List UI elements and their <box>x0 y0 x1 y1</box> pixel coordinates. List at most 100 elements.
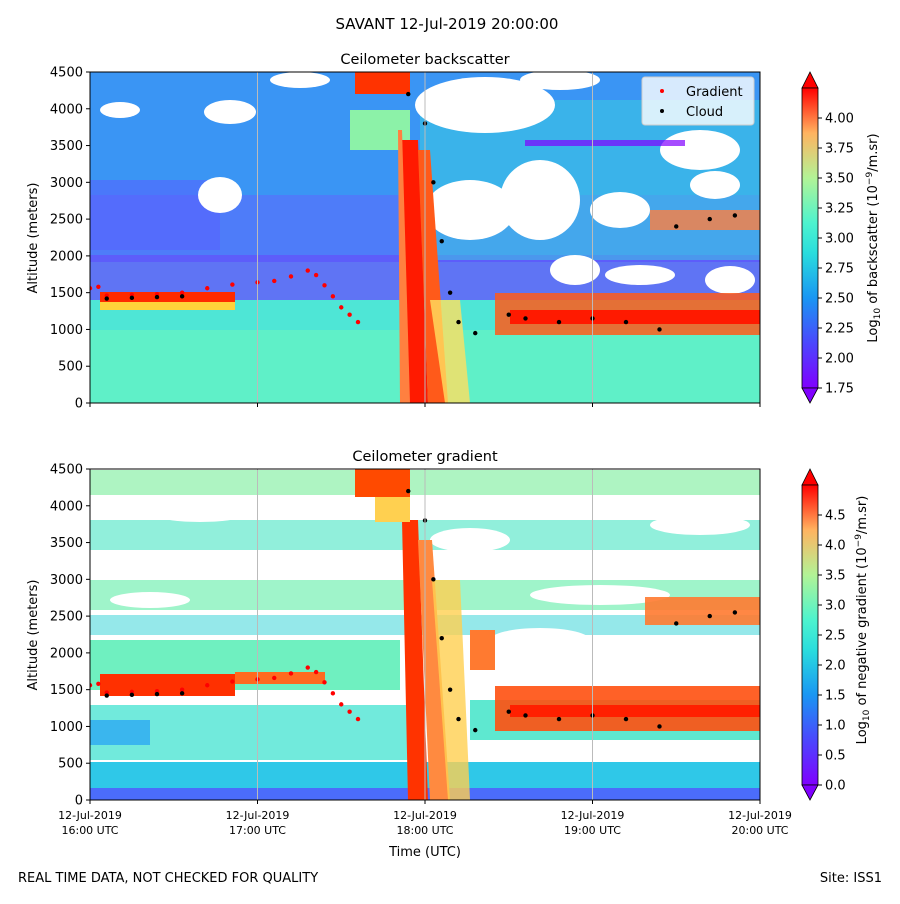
x-tick-date: 12-Jul-2019 <box>393 809 457 822</box>
legend-marker-cloud <box>660 109 664 113</box>
cloud-point <box>439 238 444 244</box>
colorbar-tick-label: 2.50 <box>825 292 854 307</box>
gradient-point <box>272 675 277 681</box>
cloud-point <box>179 294 185 299</box>
cloud-point <box>104 693 109 698</box>
gradient-point <box>272 278 277 284</box>
colorbar-tick-label: 0.5 <box>825 749 846 764</box>
gradient-point <box>322 680 327 685</box>
cloud-point <box>179 691 185 696</box>
gradient-xlabel: Time (UTC) <box>388 845 461 860</box>
gradient-point <box>179 290 185 295</box>
gradient-point <box>339 702 344 707</box>
y-tick-label: 1000 <box>50 720 83 735</box>
colorbar-tick-label: 4.5 <box>825 509 846 524</box>
cloud-point <box>674 224 679 229</box>
cloud-point <box>104 296 109 301</box>
cloud-point <box>473 330 478 336</box>
y-tick-label: 4000 <box>50 102 83 117</box>
x-tick-date: 12-Jul-2019 <box>226 809 290 822</box>
y-tick-label: 2500 <box>50 610 83 625</box>
colorbar-tick-label: 1.5 <box>825 689 846 704</box>
backscatter-colorbar: 1.75 2.00 2.25 2.50 2.75 3.00 3.25 3.50 3.75 4.00… <box>801 71 883 404</box>
backscatter-x-axis <box>89 403 761 407</box>
cloud-point <box>556 319 562 325</box>
cloud-point <box>129 295 135 301</box>
cloud-point <box>456 319 461 325</box>
x-tick-time: 18:00 UTC <box>396 824 453 837</box>
gradient-point <box>355 716 361 722</box>
cloud-point <box>506 312 511 317</box>
legend-gradient-label: Gradient <box>686 85 743 100</box>
backscatter-title: Ceilometer backscatter <box>340 52 509 68</box>
colorbar-tick-label: 3.50 <box>825 172 854 187</box>
colorbar-tick-label: 4.0 <box>825 539 846 554</box>
cloud-point <box>732 213 738 218</box>
cloud-point <box>707 613 712 619</box>
legend-marker-gradient <box>660 89 664 93</box>
gradient-point <box>96 681 101 686</box>
colorbar-tick-label: 1.75 <box>825 382 854 397</box>
legend-box <box>641 76 755 126</box>
colorbar-tick-label: 4.00 <box>825 112 854 127</box>
y-tick-label: 1500 <box>50 286 83 301</box>
y-tick-label: 3500 <box>50 139 83 154</box>
gradient-point <box>288 671 294 676</box>
gradient-colorbar-label: Log10 of negative gradient (10−9/m.sr) <box>854 496 872 745</box>
gradient-point <box>90 683 93 688</box>
y-tick-label: 4500 <box>50 66 83 81</box>
cloud-point <box>431 577 436 582</box>
gradient-colorbar: 0.0 0.5 1.0 1.5 2.0 2.5 3.0 3.5 4.0 4.5 Log10 of … <box>801 468 872 801</box>
cloud-point <box>623 716 629 722</box>
backscatter-panel: Ceilometer backscatter <box>26 52 883 412</box>
y-tick-label: 3000 <box>50 573 83 588</box>
cloud-point <box>556 716 562 722</box>
gradient-point <box>230 679 235 684</box>
y-tick-label: 0 <box>75 794 83 809</box>
gradient-point <box>313 272 319 278</box>
cloud-point <box>406 488 411 494</box>
y-tick-label: 2000 <box>50 249 83 264</box>
colorbar-tick-label: 3.75 <box>825 142 854 157</box>
cloud-point <box>657 327 662 332</box>
cloud-point <box>154 294 160 300</box>
colorbar-tick-label: 3.25 <box>825 202 854 217</box>
cloud-point <box>732 610 738 615</box>
y-tick-label: 2500 <box>50 213 83 228</box>
gradient-point <box>330 294 336 299</box>
cloud-point <box>523 316 528 321</box>
cloud-point <box>406 91 411 97</box>
cloud-point <box>129 692 135 698</box>
y-tick-label: 1000 <box>50 323 83 338</box>
gradient-point <box>96 284 101 289</box>
backscatter-y-axis: 0 500 1000 1500 2000 2500 3000 3500 4000 4500 <box>50 66 90 412</box>
x-tick-date: 12-Jul-2019 <box>728 809 792 822</box>
gradient-point <box>205 286 210 291</box>
gradient-point <box>322 283 327 288</box>
backscatter-colorbar-label: Log10 of backscatter (10−9/m.sr) <box>865 133 883 342</box>
gradient-y-axis: 0 500 1000 1500 2000 2500 3000 3500 4000 4500 <box>50 463 90 809</box>
gradient-point <box>288 274 294 279</box>
cloud-point <box>154 691 160 697</box>
cloud-point <box>447 687 453 692</box>
gradient-x-axis: 12-Jul-2019 16:00 UTC 12-Jul-2019 17:00 UTC… <box>58 800 792 837</box>
gradient-point <box>305 268 310 273</box>
colorbar-tick-label: 2.75 <box>825 262 854 277</box>
colorbar-tick-label: 0.0 <box>825 779 846 794</box>
cloud-point <box>623 319 629 325</box>
cloud-point <box>456 716 461 722</box>
colorbar-tick-label: 1.0 <box>825 719 846 734</box>
y-tick-label: 3000 <box>50 176 83 191</box>
cloud-point <box>447 290 453 295</box>
x-tick-date: 12-Jul-2019 <box>58 809 122 822</box>
footer-site: Site: ISS1 <box>820 871 882 886</box>
gradient-point <box>313 669 319 675</box>
cloud-point <box>506 709 511 714</box>
y-tick-label: 0 <box>75 397 83 412</box>
cloud-point <box>674 621 679 626</box>
cloud-point <box>707 216 712 222</box>
colorbar-tick-label: 2.5 <box>825 629 846 644</box>
gradient-point <box>305 665 310 670</box>
cloud-point <box>473 727 478 733</box>
